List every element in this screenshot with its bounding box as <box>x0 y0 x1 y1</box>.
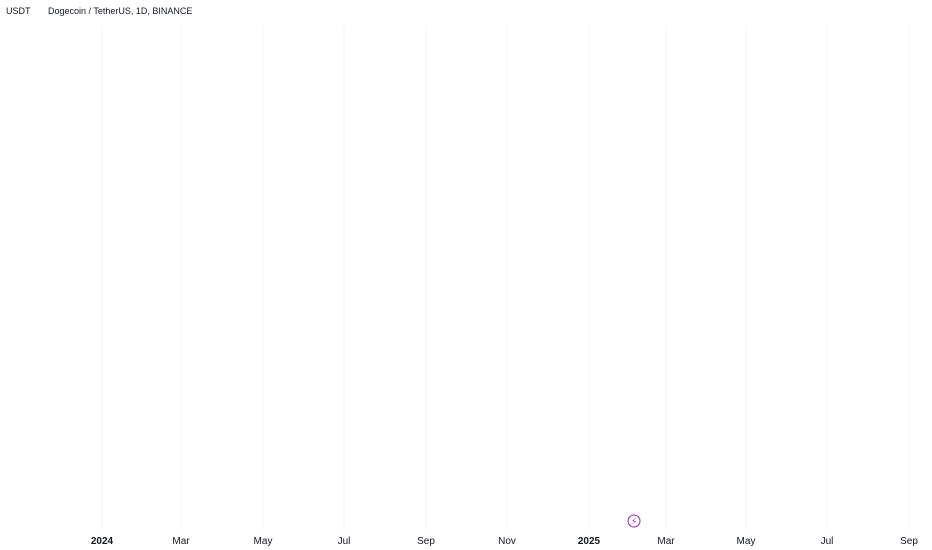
x-tick-label: May <box>254 536 273 547</box>
x-tick-label: May <box>737 536 756 547</box>
currency-label: USDT <box>6 6 31 16</box>
x-tick-label: Mar <box>172 536 190 547</box>
event-icon[interactable]: ⚡ <box>627 514 641 528</box>
x-tick-label: Jul <box>338 536 351 547</box>
x-tick-label: Sep <box>900 536 918 547</box>
symbol-title[interactable]: Dogecoin / TetherUS, 1D, BINANCE <box>48 6 192 16</box>
grid <box>101 25 910 530</box>
x-tick-label: Jul <box>821 536 834 547</box>
svg-text:⚡: ⚡ <box>631 518 637 528</box>
x-tick-label: Sep <box>417 536 435 547</box>
x-axis[interactable]: 2024 Mar May Jul Sep Nov 2025 Mar May Jul Sep <box>91 536 918 547</box>
x-tick-label: 2024 <box>91 536 114 547</box>
x-tick-label: 2025 <box>578 536 601 547</box>
x-tick-label: Mar <box>657 536 675 547</box>
x-tick-label: Nov <box>498 536 516 547</box>
